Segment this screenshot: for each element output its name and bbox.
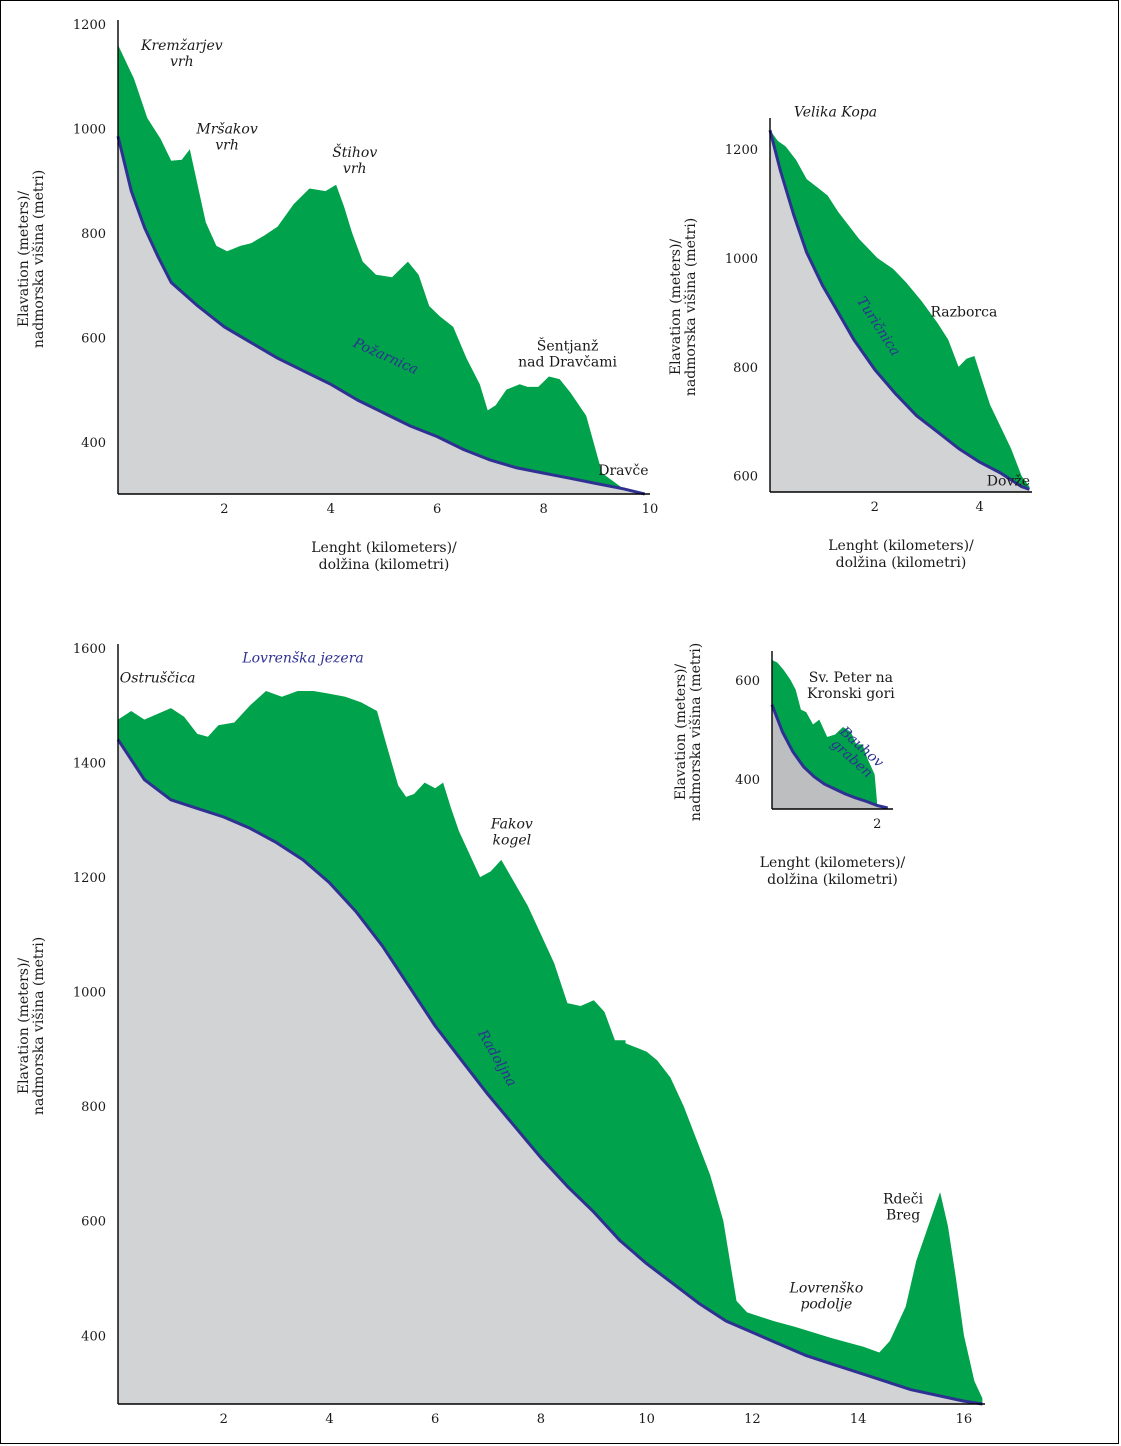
- y-axis-title: nadmorska višina (metri): [30, 170, 47, 348]
- place-label: Mršakov: [195, 122, 257, 138]
- place-label: Šentjanž: [537, 336, 599, 354]
- y-tick-label: 600: [735, 674, 760, 689]
- place-label: Lovrenško: [789, 1280, 864, 1296]
- valley-area: [118, 739, 983, 1404]
- y-tick-label: 1000: [73, 122, 106, 137]
- x-tick-label: 10: [642, 502, 659, 517]
- y-tick-label: 1000: [725, 252, 758, 267]
- place-label: Sv. Peter na: [809, 670, 893, 686]
- y-tick-label: 600: [81, 331, 106, 346]
- x-axis-title: dolžina (kilometri): [767, 872, 898, 888]
- x-tick-label: 2: [873, 817, 881, 832]
- y-tick-label: 800: [733, 361, 758, 376]
- place-label: Dravče: [598, 463, 648, 479]
- place-label: Lovrenška jezera: [241, 650, 363, 666]
- x-tick-label: 4: [975, 500, 983, 515]
- x-tick-label: 8: [539, 502, 547, 517]
- x-axis-title: dolžina (kilometri): [319, 557, 450, 573]
- y-axis-title: nadmorska višina (metri): [682, 218, 699, 396]
- y-axis-title: Elavation (meters)/: [16, 958, 32, 1095]
- place-label: podolje: [800, 1296, 852, 1312]
- x-axis-title: Lenght (kilometers)/: [311, 540, 457, 556]
- place-label: Razborca: [930, 304, 997, 320]
- y-axis-title: Elavation (meters)/: [673, 664, 689, 801]
- y-tick-label: 600: [733, 470, 758, 485]
- chart-radoljna: 400 600 800 1000 1200 1400 1600 2 4 6 8 10 12 14 16 Len…: [16, 642, 985, 1427]
- x-tick-label: 2: [871, 500, 879, 515]
- x-tick-label: 2: [220, 502, 228, 517]
- y-tick-label: 1200: [725, 143, 758, 158]
- y-tick-label: 400: [81, 1329, 106, 1344]
- stream-line: [768, 129, 1030, 491]
- x-tick-label: 4: [325, 1412, 333, 1427]
- place-label: Kremžarjev: [140, 37, 223, 54]
- place-label: Kronski gori: [807, 686, 895, 702]
- x-tick-label: 4: [327, 502, 335, 517]
- x-tick-label: 16: [956, 1412, 973, 1427]
- y-tick-label: 600: [81, 1215, 106, 1230]
- x-axis-title: dolžina (kilometri): [836, 555, 967, 571]
- y-tick-label: 1600: [73, 642, 106, 657]
- place-label: vrh: [343, 161, 367, 177]
- chart-pozarnica: 400 600 800 1000 1200 2 4 6 8 10 Lenght (kilometer…: [16, 18, 658, 573]
- x-tick-label: 14: [850, 1412, 867, 1427]
- chart-turicnica: 600 800 1000 1200 2 4 Lenght (kilometers)/dolž…: [668, 105, 1032, 571]
- x-axis-title: Lenght (kilometers)/: [828, 538, 974, 554]
- y-axis-title: Elavation (meters)/: [16, 191, 32, 328]
- place-label: Rdeči: [883, 1192, 924, 1208]
- x-tick-label: 10: [638, 1412, 655, 1427]
- y-tick-label: 1200: [73, 871, 106, 886]
- y-tick-label: 1400: [73, 757, 106, 772]
- valley-area: [770, 130, 1030, 492]
- y-tick-label: 1000: [73, 986, 106, 1001]
- stream-line: [770, 704, 889, 810]
- place-label: Fakov: [490, 816, 533, 832]
- y-axis-title: nadmorska višina (metri): [30, 937, 47, 1115]
- y-tick-label: 400: [735, 773, 760, 788]
- place-label: kogel: [493, 832, 532, 848]
- x-tick-label: 12: [744, 1412, 761, 1427]
- y-tick-label: 800: [81, 1100, 106, 1115]
- x-tick-label: 8: [537, 1412, 545, 1427]
- place-label: Štihov: [332, 143, 377, 161]
- stream-line: [116, 135, 646, 496]
- x-tick-label: 6: [433, 502, 441, 517]
- y-axis-title: Elavation (meters)/: [668, 239, 684, 376]
- y-tick-label: 1200: [73, 18, 106, 33]
- y-axis-title: nadmorska višina (metri): [687, 643, 704, 821]
- place-label: vrh: [170, 54, 194, 70]
- place-label: Ostruščica: [120, 670, 196, 686]
- x-axis-title: Lenght (kilometers)/: [760, 855, 906, 871]
- x-tick-label: 2: [220, 1412, 228, 1427]
- valley-area: [772, 704, 888, 809]
- place-label: nad Dravčami: [518, 354, 617, 370]
- place-label: Breg: [886, 1208, 920, 1224]
- place-label: Velika Kopa: [794, 105, 877, 121]
- stream-line: [116, 738, 983, 1406]
- chart-bauhov: 400 600 2 Lenght (kilometers)/dolžina (kilo…: [673, 643, 906, 888]
- valley-area: [118, 136, 645, 495]
- y-tick-label: 800: [81, 227, 106, 242]
- y-tick-label: 400: [81, 436, 106, 451]
- place-label: vrh: [215, 138, 239, 154]
- x-tick-label: 6: [431, 1412, 439, 1427]
- place-label: Dovže: [987, 473, 1030, 489]
